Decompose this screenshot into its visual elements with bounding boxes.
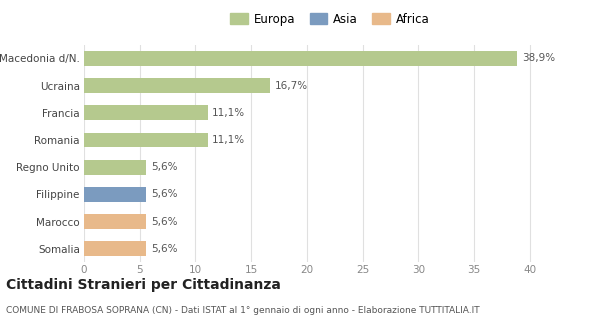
Bar xyxy=(84,51,517,66)
Bar xyxy=(84,105,208,120)
Text: 5,6%: 5,6% xyxy=(151,189,178,199)
Text: 16,7%: 16,7% xyxy=(275,81,308,91)
Text: COMUNE DI FRABOSA SOPRANA (CN) - Dati ISTAT al 1° gennaio di ogni anno - Elabora: COMUNE DI FRABOSA SOPRANA (CN) - Dati IS… xyxy=(6,306,479,315)
Text: 38,9%: 38,9% xyxy=(522,53,555,63)
Text: 5,6%: 5,6% xyxy=(151,162,178,172)
Text: Cittadini Stranieri per Cittadinanza: Cittadini Stranieri per Cittadinanza xyxy=(6,278,281,292)
Text: 5,6%: 5,6% xyxy=(151,217,178,227)
Bar xyxy=(84,187,146,202)
Legend: Europa, Asia, Africa: Europa, Asia, Africa xyxy=(227,9,433,29)
Bar xyxy=(84,78,270,93)
Bar xyxy=(84,214,146,229)
Bar xyxy=(84,241,146,256)
Text: 5,6%: 5,6% xyxy=(151,244,178,254)
Text: 11,1%: 11,1% xyxy=(212,135,245,145)
Bar xyxy=(84,160,146,175)
Bar xyxy=(84,132,208,148)
Text: 11,1%: 11,1% xyxy=(212,108,245,118)
